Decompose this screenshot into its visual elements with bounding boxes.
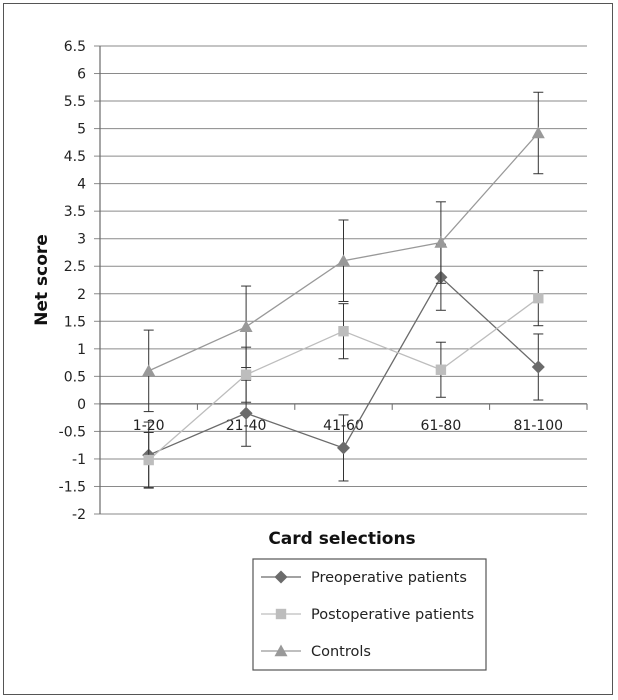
data-point: [143, 454, 154, 466]
figure-frame: [3, 3, 613, 695]
y-tick-label: 1: [77, 342, 86, 358]
data-point: [142, 364, 156, 377]
y-tick-label: -1: [72, 452, 86, 468]
data-point: [434, 236, 448, 248]
data-point: [338, 326, 349, 337]
y-tick-label: 3.5: [64, 204, 86, 220]
y-tick-label: 2.5: [64, 259, 86, 275]
y-tick-labels: -2 -1.5 -1 -0.5 0 0.5 1 1.5 2 2.5 3 3.5 4 4.5 5 5.5 6 6.5: [59, 39, 86, 523]
y-tick-label: 1.5: [64, 314, 86, 330]
y-axis-title: Net score: [32, 234, 52, 326]
data-point: [531, 360, 545, 374]
y-tick-label: 4.5: [64, 149, 86, 165]
series-controls: [142, 91, 545, 413]
data-point: [533, 292, 544, 304]
x-axis-title: Card selections: [268, 529, 415, 549]
y-tick-label: -2: [72, 507, 86, 523]
data-point: [337, 441, 350, 455]
y-tick-label: 5: [77, 122, 86, 138]
legend-label: Controls: [311, 644, 371, 660]
y-tick-label: 0: [77, 397, 86, 413]
y-tick-label: 3: [77, 232, 86, 248]
x-tick-label: 61-80: [421, 418, 462, 434]
legend-marker: [275, 608, 287, 620]
data-point: [337, 254, 350, 266]
y-tick-label: 6.5: [64, 39, 86, 55]
y-tick-label: -0.5: [59, 424, 86, 440]
legend: Preoperative patients Postoperative patie…: [252, 558, 487, 671]
data-point: [435, 364, 447, 375]
legend-label: Postoperative patients: [311, 607, 474, 623]
legend-label: Preoperative patients: [311, 570, 467, 586]
data-point: [240, 369, 252, 380]
y-tick-label: 0.5: [64, 369, 86, 385]
legend-marker: [274, 644, 288, 657]
y-tick-label: 5.5: [64, 94, 86, 110]
y-tick-label: 4: [77, 177, 86, 193]
data-series: [142, 91, 545, 489]
y-tick-label: 2: [77, 287, 86, 303]
data-point: [239, 320, 253, 332]
y-tick-label: -1.5: [59, 479, 86, 495]
x-tick-labels: 1-20 21-40 41-60 61-80 81-100: [133, 418, 563, 434]
y-tick-label: 6: [77, 67, 86, 83]
x-tick-label: 81-100: [514, 418, 564, 434]
legend-marker: [274, 570, 288, 584]
data-point: [531, 126, 545, 139]
data-point: [239, 406, 253, 420]
